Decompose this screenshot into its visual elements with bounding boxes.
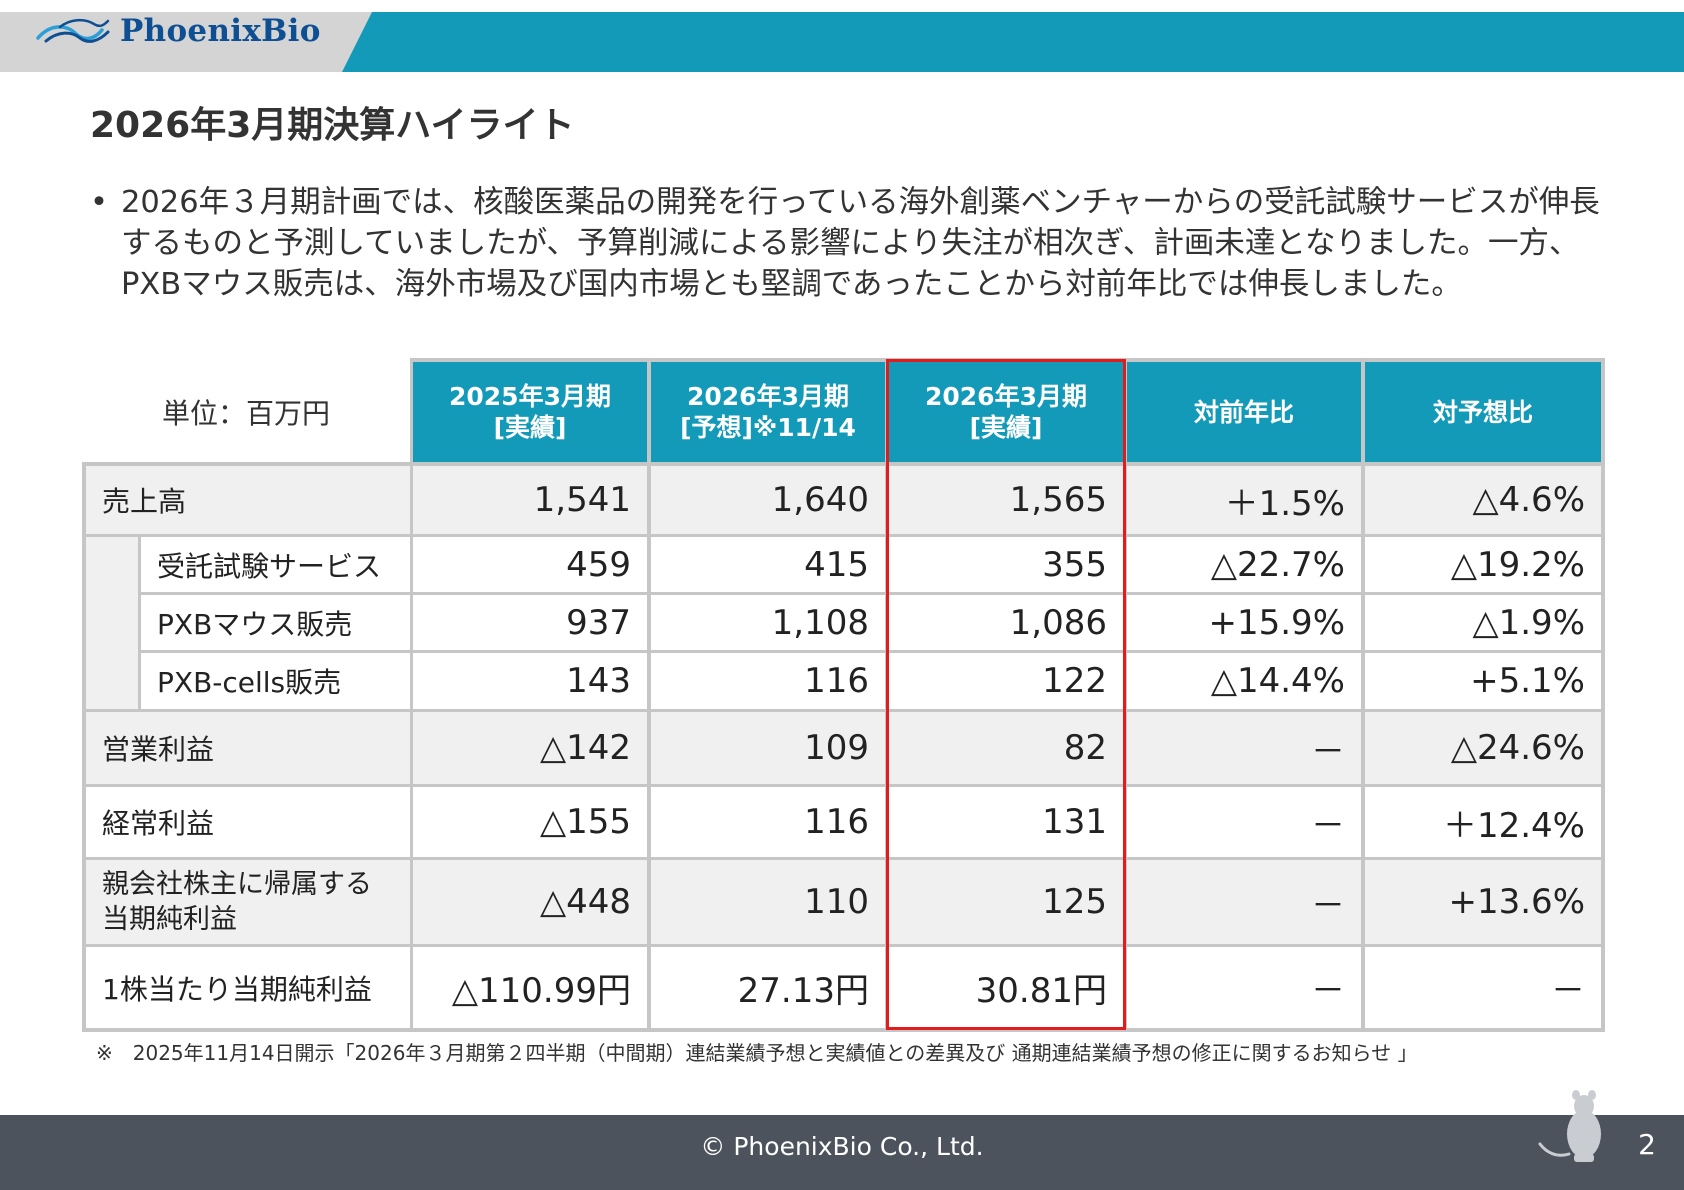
row-label-net-income: 親会社株主に帰属する 当期純利益 (86, 860, 410, 944)
header-fy2025-actual: 2025年3月期 [実績] (413, 362, 647, 462)
header-line1: 2026年3月期 (687, 382, 849, 411)
table-cell: 1,565 (889, 466, 1123, 534)
table-cell: △142 (413, 712, 647, 784)
bullet-marker: • (90, 185, 108, 220)
table-cell: +15.9% (1127, 595, 1361, 650)
table-cell: 415 (651, 537, 885, 592)
table-cell: 122 (889, 653, 1123, 709)
header-line2: [予想]※11/14 (680, 413, 856, 442)
footer-bar (0, 1115, 1684, 1190)
table-cell: 143 (413, 653, 647, 709)
unit-label: 単位：百万円 (161, 397, 330, 430)
footnote: ※ 2025年11月14日開示「2026年３月期第２四半期（中間期）連結業績予想… (96, 1041, 1418, 1065)
header-line1: 2025年3月期 (449, 382, 611, 411)
table-cell: △22.7% (1127, 537, 1361, 592)
header-right-teal (342, 12, 1684, 72)
page-title: 2026年3月期決算ハイライト (90, 105, 575, 146)
header-line1: 対前年比 (1193, 397, 1294, 427)
table-cell: ＋1.5% (1127, 466, 1361, 534)
table-cell: 110 (651, 860, 885, 944)
table-cell: 109 (651, 712, 885, 784)
row-label-contract-testing: 受託試験サービス (141, 537, 410, 592)
table-cell: △24.6% (1365, 712, 1601, 784)
header-line1: 対予想比 (1432, 397, 1533, 427)
table-cell: +13.6% (1365, 860, 1601, 944)
header-band (0, 12, 1684, 72)
table-cell: 82 (889, 712, 1123, 784)
table-cell: 27.13円 (651, 947, 885, 1028)
company-logo: PhoenixBio (36, 13, 321, 49)
table-cell: － (1127, 712, 1361, 784)
table-cell: 1,086 (889, 595, 1123, 650)
header-fy2026-actual: 2026年3月期 [実績] (889, 362, 1123, 462)
row-label-sales: 売上高 (86, 466, 410, 534)
table-cell: △110.99円 (413, 947, 647, 1028)
table-cell: 355 (889, 537, 1123, 592)
row-label-operating-profit: 営業利益 (86, 712, 410, 784)
table-cell: 131 (889, 787, 1123, 857)
row-label-line1: 親会社株主に帰属する (102, 869, 372, 900)
table-cell: － (1127, 860, 1361, 944)
table-cell: 116 (651, 653, 885, 709)
copyright-text: © PhoenixBio Co., Ltd. (700, 1131, 984, 1161)
table-cell: △1.9% (1365, 595, 1601, 650)
table-cell: ＋12.4% (1365, 787, 1601, 857)
row-label-line2: 当期純利益 (102, 904, 237, 935)
logo-text: PhoenixBio (120, 13, 321, 49)
header-line1: 2026年3月期 (925, 382, 1087, 411)
table-cell: △14.4% (1127, 653, 1361, 709)
page-number: 2 (1638, 1128, 1656, 1161)
mouse-silhouette-icon (1538, 1090, 1601, 1162)
table-corner (82, 358, 410, 462)
header-left-gray (0, 12, 380, 72)
table-cell: 1,640 (651, 466, 885, 534)
header-line2: [実績] (493, 413, 567, 442)
header-yoy: 対前年比 (1127, 362, 1361, 462)
wave-logo-icon (36, 18, 110, 43)
row-label-pxb-cells: PXB-cells販売 (141, 653, 410, 709)
table-cell: － (1127, 787, 1361, 857)
header-vs-forecast: 対予想比 (1365, 362, 1601, 462)
table-cell: － (1127, 947, 1361, 1028)
row-label-pxb-mouse: PXBマウス販売 (141, 595, 410, 650)
table-cell: +5.1% (1365, 653, 1601, 709)
table-cell: △448 (413, 860, 647, 944)
header-fy2026-forecast: 2026年3月期 [予想]※11/14 (651, 362, 885, 462)
table-cell: － (1365, 947, 1601, 1028)
table-cell: 459 (413, 537, 647, 592)
row-label-eps: 1株当たり当期純利益 (86, 947, 410, 1028)
row-label-ordinary-profit: 経常利益 (86, 787, 410, 857)
table-cell: 125 (889, 860, 1123, 944)
table-cell: 30.81円 (889, 947, 1123, 1028)
table-cell: △19.2% (1365, 537, 1601, 592)
table-cell: △155 (413, 787, 647, 857)
table-cell: △4.6% (1365, 466, 1601, 534)
table-cell: 1,541 (413, 466, 647, 534)
table-cell: 937 (413, 595, 647, 650)
summary-text: 2026年３月期計画では、核酸医薬品の開発を行っている海外創薬ベンチャーからの受… (121, 185, 1600, 302)
table-cell: 116 (651, 787, 885, 857)
header-line2: [実績] (969, 413, 1043, 442)
indent-spacer (86, 537, 138, 709)
table-cell: 1,108 (651, 595, 885, 650)
summary-paragraph: • 2026年３月期計画では、核酸医薬品の開発を行っている海外創薬ベンチャーから… (90, 182, 1630, 305)
